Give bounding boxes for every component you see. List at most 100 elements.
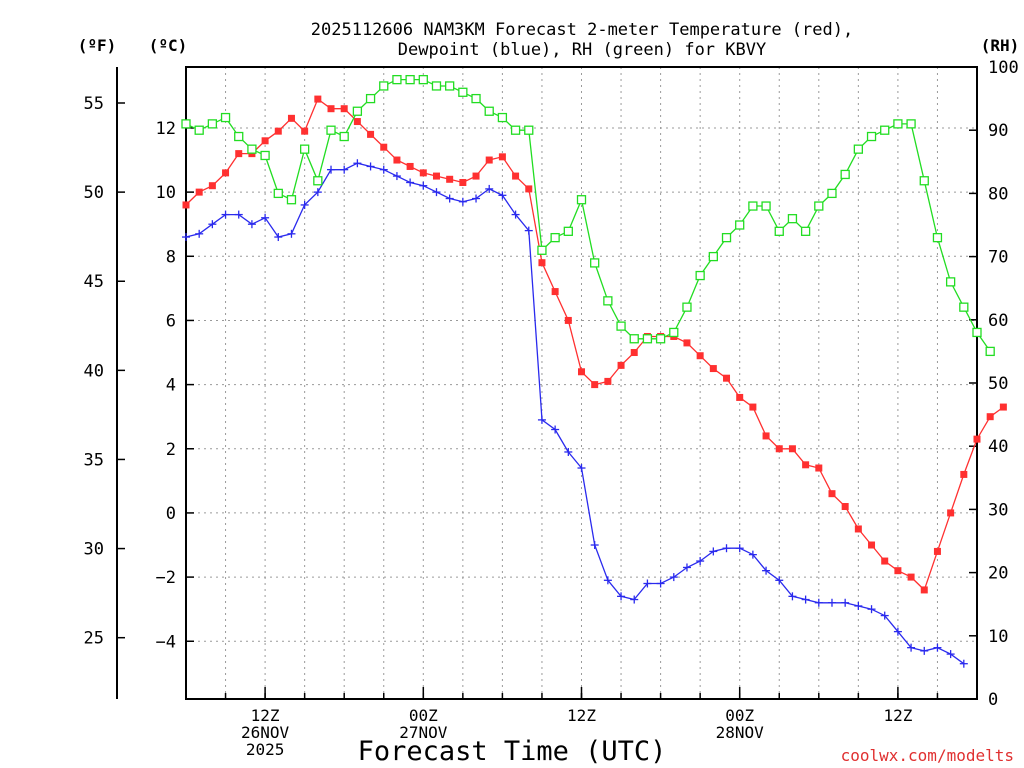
data-point <box>274 233 283 242</box>
fahrenheit-unit-label: (ºF) <box>78 36 117 55</box>
data-point <box>301 127 309 135</box>
data-point <box>234 210 243 219</box>
data-point <box>868 541 876 549</box>
data-point <box>392 172 401 181</box>
data-point <box>815 464 823 472</box>
data-point <box>723 374 731 382</box>
data-point <box>446 175 454 183</box>
rh-tick-label: 100 <box>988 58 1019 78</box>
data-point <box>788 592 797 601</box>
data-point <box>617 361 625 369</box>
celsius-unit-label: (ºC) <box>149 36 188 55</box>
data-point <box>207 119 218 129</box>
data-point <box>604 377 612 385</box>
series-dewpoint <box>182 159 968 668</box>
data-point <box>959 659 968 668</box>
data-point <box>339 131 349 142</box>
data-point <box>459 178 467 186</box>
series-line <box>185 162 965 665</box>
data-point <box>696 557 705 566</box>
data-point <box>314 95 322 103</box>
data-point <box>550 232 560 243</box>
data-point <box>221 210 230 219</box>
data-point <box>525 185 533 193</box>
data-point <box>220 112 231 123</box>
x-tick-label: 2025 <box>246 740 285 759</box>
rh-tick-label: 90 <box>988 121 1008 141</box>
data-point <box>419 181 428 190</box>
data-point <box>828 490 836 498</box>
data-point <box>947 509 955 517</box>
rh-unit-label: (RH) <box>981 36 1020 55</box>
data-point <box>274 127 282 135</box>
data-point <box>366 162 375 171</box>
data-point <box>379 81 389 91</box>
data-point <box>432 188 441 197</box>
rh-tick-label: 50 <box>988 374 1008 394</box>
data-point <box>300 200 309 209</box>
x-axis-label: Forecast Time (UTC) <box>358 736 667 767</box>
data-point <box>853 144 863 154</box>
fahrenheit-tick-label: 25 <box>84 629 104 649</box>
data-point <box>774 226 784 236</box>
data-point <box>696 352 704 360</box>
data-point <box>208 182 216 190</box>
data-point <box>893 627 902 636</box>
data-point <box>920 586 928 594</box>
data-point <box>208 220 217 229</box>
data-point <box>762 432 770 440</box>
celsius-tick-label: 6 <box>166 311 176 331</box>
data-point <box>788 445 796 453</box>
data-point <box>485 156 493 164</box>
data-point <box>431 81 442 91</box>
data-point <box>537 245 547 255</box>
chart-title-line-1: 2025112606 NAM3KM Forecast 2-meter Tempe… <box>311 20 853 40</box>
series-2-meter-temperature <box>182 95 1007 594</box>
data-point <box>748 550 757 559</box>
data-point <box>907 643 916 652</box>
data-point <box>182 233 190 242</box>
rh-tick-label: 70 <box>988 248 1008 268</box>
celsius-tick-label: 2 <box>166 440 176 460</box>
fahrenheit-tick-label: 30 <box>84 540 104 560</box>
data-point <box>959 302 969 312</box>
series-rh <box>181 74 995 357</box>
data-point <box>973 435 981 443</box>
data-point <box>576 195 587 205</box>
data-point <box>365 93 376 104</box>
data-point <box>352 106 363 116</box>
data-point <box>656 579 665 588</box>
data-point <box>972 327 982 338</box>
data-point <box>867 605 876 614</box>
data-point <box>761 201 771 211</box>
x-tick-label: 28NOV <box>716 723 765 742</box>
chart-title-line-2: Dewpoint (blue), RH (green) for KBVY <box>398 40 766 60</box>
data-point <box>814 598 823 607</box>
fahrenheit-tick-label: 40 <box>84 361 104 381</box>
data-point <box>222 169 230 177</box>
data-point <box>261 213 270 222</box>
data-point <box>432 172 440 180</box>
data-point <box>880 611 889 620</box>
data-point <box>736 393 744 401</box>
data-point <box>801 595 810 604</box>
data-point <box>643 579 652 588</box>
data-point <box>578 368 585 376</box>
data-point <box>273 188 283 199</box>
watermark: coolwx.com/modelts <box>841 746 1014 765</box>
data-point <box>854 601 863 610</box>
rh-tick-label: 30 <box>988 500 1008 520</box>
data-point <box>234 131 244 142</box>
data-point <box>590 541 599 550</box>
data-point <box>286 195 297 205</box>
data-point <box>195 229 204 238</box>
data-point <box>577 464 586 473</box>
data-point <box>445 81 455 91</box>
data-point <box>866 131 877 142</box>
data-point <box>406 178 415 187</box>
data-point <box>247 144 257 154</box>
data-point <box>551 288 559 296</box>
celsius-tick-label: −2 <box>156 568 176 588</box>
data-point <box>591 381 599 389</box>
data-point <box>985 346 995 357</box>
